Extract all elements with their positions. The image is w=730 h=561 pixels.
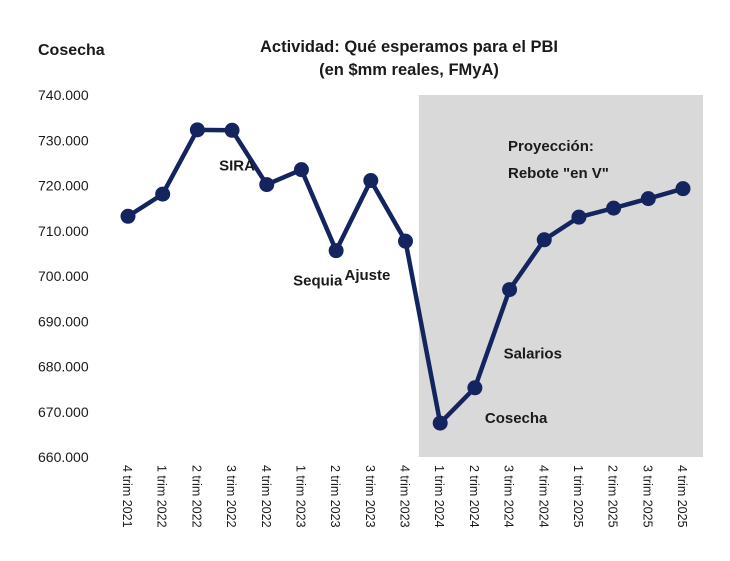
x-axis: 4 trim 2021 1 trim 2022 2 trim 2022 3 trim … xyxy=(120,465,689,528)
y-tick-label: 740.000 xyxy=(38,87,89,103)
data-point xyxy=(293,162,309,178)
y-axis: 660.000 670.000 680.000 690.000 700.000 710.0… xyxy=(38,87,89,465)
x-tick-label: 2 trim 2024 xyxy=(467,465,481,528)
data-point xyxy=(155,186,171,202)
annotations: SIRA Sequia Ajuste Cosecha Salarios xyxy=(219,157,562,426)
data-point xyxy=(571,209,587,225)
x-tick-label: 3 trim 2022 xyxy=(224,465,238,528)
data-point xyxy=(536,232,552,248)
x-tick-label: 4 trim 2024 xyxy=(536,465,550,528)
x-tick-label: 2 trim 2025 xyxy=(606,465,620,528)
x-tick-label: 4 trim 2022 xyxy=(259,465,273,528)
y-tick-label: 710.000 xyxy=(38,223,89,239)
corner-label: Cosecha xyxy=(38,42,105,59)
chart-subtitle: (en $mm reales, FMyA) xyxy=(319,61,499,79)
x-tick-label: 1 trim 2025 xyxy=(571,465,585,528)
x-tick-label: 3 trim 2023 xyxy=(363,465,377,528)
data-point xyxy=(189,122,205,138)
y-tick-label: 660.000 xyxy=(38,449,89,465)
x-tick-label: 2 trim 2022 xyxy=(189,465,203,528)
x-tick-label: 4 trim 2023 xyxy=(398,465,412,528)
data-point xyxy=(398,233,413,249)
annotation-label: Sequia xyxy=(293,273,343,290)
data-point xyxy=(259,177,275,193)
y-tick-label: 670.000 xyxy=(38,404,89,420)
x-tick-label: 1 trim 2024 xyxy=(432,465,446,528)
data-point xyxy=(328,243,344,259)
series-markers xyxy=(120,122,691,431)
data-point xyxy=(606,200,622,216)
data-point xyxy=(120,208,136,224)
y-tick-label: 680.000 xyxy=(38,359,89,375)
projection-label-line2: Rebote "en V" xyxy=(508,165,609,182)
annotation-label: Ajuste xyxy=(345,267,391,284)
data-point xyxy=(502,282,518,298)
annotation-label: Salarios xyxy=(504,346,562,363)
annotation-label: SIRA xyxy=(219,157,255,174)
x-tick-label: 1 trim 2022 xyxy=(155,465,169,528)
x-tick-label: 3 trim 2024 xyxy=(502,465,516,528)
y-tick-label: 720.000 xyxy=(38,178,89,194)
x-tick-label: 2 trim 2023 xyxy=(328,465,342,528)
x-tick-label: 4 trim 2025 xyxy=(675,465,689,528)
data-point xyxy=(675,181,691,197)
y-tick-label: 730.000 xyxy=(38,132,89,148)
projection-label-line1: Proyección: xyxy=(508,138,594,155)
y-tick-label: 700.000 xyxy=(38,268,89,284)
x-tick-label: 1 trim 2023 xyxy=(293,465,307,528)
x-tick-label: 3 trim 2025 xyxy=(640,465,654,528)
data-point xyxy=(224,122,240,138)
data-point xyxy=(363,173,379,189)
data-point xyxy=(432,415,448,431)
data-point xyxy=(467,380,483,396)
chart-title: Actividad: Qué esperamos para el PBI xyxy=(260,38,558,56)
data-point xyxy=(640,191,656,207)
x-tick-label: 4 trim 2021 xyxy=(120,465,134,528)
annotation-label: Cosecha xyxy=(485,410,548,427)
y-tick-label: 690.000 xyxy=(38,313,89,329)
